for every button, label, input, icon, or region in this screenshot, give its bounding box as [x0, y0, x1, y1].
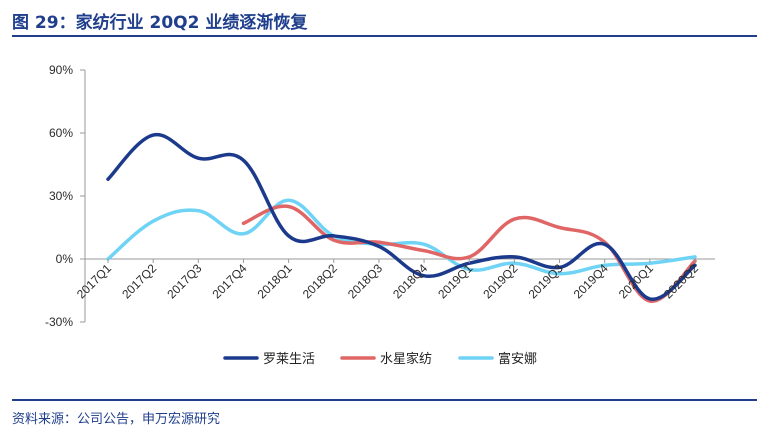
- y-tick-label: 30%: [49, 189, 73, 203]
- line-chart: 90% 60% 30% 0% -30% 2017Q1 2017Q2 2017Q3 2017Q4…: [45, 63, 715, 367]
- footer-divider: [12, 399, 757, 401]
- legend-label: 水星家纺: [380, 351, 432, 367]
- chart-title: 图 29：家纺行业 20Q2 业绩逐渐恢复: [12, 13, 308, 33]
- series-lines: [106, 133, 697, 303]
- x-tick-label: 2018Q4: [390, 261, 430, 301]
- y-tick-label: 0%: [56, 252, 74, 266]
- x-tick-label: 2018Q2: [300, 261, 340, 301]
- y-axis-ticks: 90% 60% 30% 0% -30%: [45, 63, 85, 329]
- x-tick-label: 2018Q3: [345, 261, 385, 301]
- x-tick-label: 2017Q2: [119, 261, 159, 301]
- series-line-罗莱生活: [106, 133, 697, 301]
- x-tick-label: 2017Q1: [74, 261, 114, 301]
- source-note: 资料来源：公司公告，申万宏源研究: [12, 412, 221, 427]
- y-tick-label: -30%: [45, 315, 73, 329]
- legend-label: 罗莱生活: [263, 352, 315, 367]
- y-tick-label: 60%: [49, 126, 73, 140]
- x-tick-label: 2018Q1: [255, 261, 295, 301]
- legend-label: 富安娜: [498, 351, 537, 367]
- x-tick-label: 2020Q2: [661, 261, 701, 301]
- x-tick-label: 2017Q3: [164, 261, 204, 301]
- y-tick-label: 90%: [49, 63, 73, 77]
- title-divider: [12, 35, 757, 37]
- x-tick-label: 2017Q4: [209, 261, 249, 301]
- legend: 罗莱生活 水星家纺 富安娜: [223, 351, 537, 367]
